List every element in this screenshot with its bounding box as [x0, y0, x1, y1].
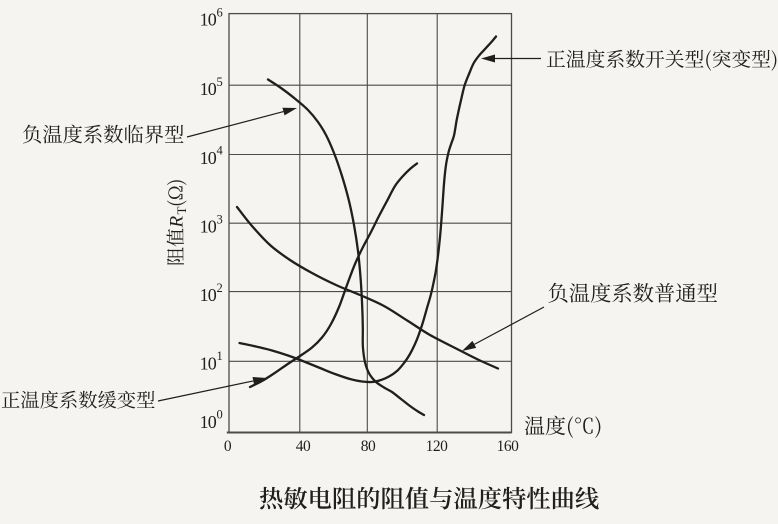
- svg-text:10: 10: [200, 353, 217, 373]
- svg-text:1: 1: [217, 349, 223, 363]
- svg-text:0: 0: [224, 438, 232, 455]
- svg-text:6: 6: [217, 5, 223, 19]
- svg-text:T: T: [174, 207, 189, 215]
- svg-text:R: R: [167, 216, 188, 229]
- svg-text:3: 3: [217, 212, 223, 226]
- svg-text:10: 10: [200, 148, 217, 168]
- svg-text:10: 10: [200, 217, 217, 237]
- svg-text:10: 10: [200, 10, 217, 30]
- svg-text:160: 160: [497, 438, 520, 455]
- svg-text:10: 10: [200, 285, 217, 305]
- svg-text:10: 10: [200, 79, 217, 99]
- svg-text:2: 2: [217, 281, 223, 295]
- svg-text:10: 10: [200, 412, 217, 432]
- svg-text:0: 0: [217, 408, 223, 422]
- svg-text:80: 80: [361, 438, 376, 455]
- svg-text:120: 120: [426, 438, 449, 455]
- svg-text:4: 4: [217, 144, 224, 158]
- svg-text:5: 5: [217, 75, 223, 89]
- svg-text:40: 40: [296, 438, 311, 455]
